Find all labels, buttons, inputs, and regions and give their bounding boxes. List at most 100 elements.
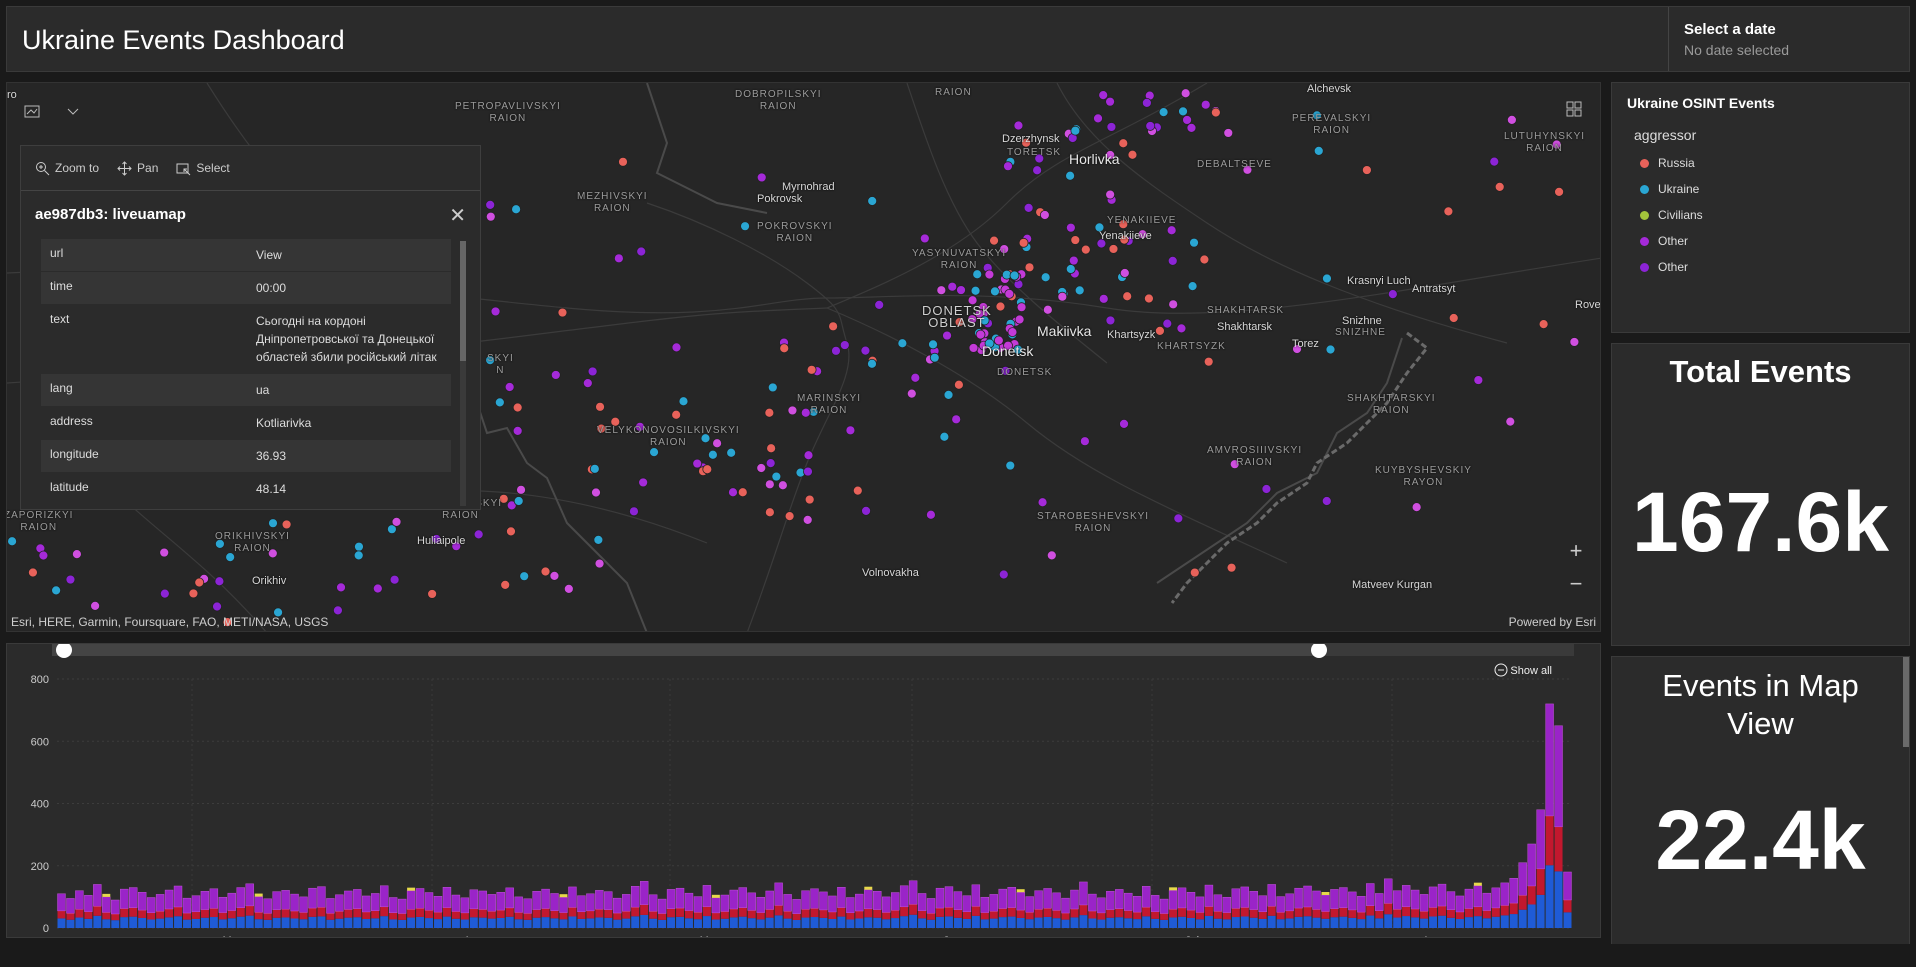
timeline-bar[interactable] (918, 910, 927, 919)
timeline-bar[interactable] (1079, 915, 1088, 928)
timeline-bar[interactable] (971, 915, 980, 928)
timeline-bar[interactable] (147, 919, 156, 928)
event-marker[interactable] (974, 308, 985, 319)
timeline-bar[interactable] (577, 895, 586, 913)
event-marker[interactable] (953, 379, 964, 390)
event-marker[interactable] (1021, 137, 1032, 148)
event-marker[interactable] (1118, 138, 1129, 149)
timeline-bar[interactable] (1142, 907, 1151, 917)
event-marker[interactable] (1057, 291, 1068, 302)
timeline-bar[interactable] (120, 888, 129, 909)
timeline-bar[interactable] (1267, 915, 1276, 928)
timeline-bar[interactable] (846, 912, 855, 920)
timeline-bar[interactable] (1142, 916, 1151, 928)
timeline-bar[interactable] (137, 892, 147, 911)
timeline-bar[interactable] (209, 908, 218, 918)
timeline-bar[interactable] (407, 909, 416, 918)
event-marker[interactable] (563, 583, 574, 594)
event-marker[interactable] (803, 450, 814, 461)
timeline-bar[interactable] (416, 916, 425, 928)
event-marker[interactable] (387, 524, 397, 535)
show-all-button[interactable]: Show all (1510, 665, 1552, 677)
timeline-bar[interactable] (1482, 918, 1491, 928)
event-marker[interactable] (803, 466, 813, 477)
timeline-bar[interactable] (487, 911, 496, 919)
timeline-bar[interactable] (586, 910, 595, 919)
timeline-bar[interactable] (1106, 891, 1115, 910)
timeline-bar[interactable] (191, 911, 200, 919)
timeline-bar[interactable] (944, 907, 953, 917)
timeline-bar-civilians[interactable] (407, 887, 416, 891)
timeline-bar[interactable] (505, 916, 514, 928)
timeline-bar[interactable] (156, 911, 165, 919)
event-marker[interactable] (678, 396, 689, 407)
timeline-bar[interactable] (774, 905, 783, 916)
timeline-bar[interactable] (1321, 894, 1330, 912)
event-marker[interactable] (636, 246, 647, 257)
event-marker[interactable] (431, 534, 442, 544)
timeline-bar[interactable] (1115, 917, 1124, 928)
timeline-bar[interactable] (362, 895, 371, 913)
timeline-bar[interactable] (1294, 908, 1303, 917)
event-marker[interactable] (593, 534, 604, 545)
timeline-bar[interactable] (416, 908, 425, 917)
timeline-bar[interactable] (451, 918, 460, 928)
event-marker[interactable] (1098, 293, 1109, 304)
timeline-bar[interactable] (1249, 909, 1258, 918)
zoom-out-icon[interactable] (1494, 663, 1508, 677)
timeline-bar[interactable] (1455, 919, 1464, 928)
timeline-bar[interactable] (693, 919, 702, 928)
timeline-bar[interactable] (299, 896, 308, 913)
timeline-bar[interactable] (909, 904, 918, 915)
event-marker[interactable] (485, 211, 496, 222)
timeline-bar[interactable] (774, 882, 783, 906)
event-marker[interactable] (372, 583, 383, 594)
timeline-bar[interactable] (1249, 917, 1258, 928)
event-marker[interactable] (1105, 315, 1116, 326)
event-marker[interactable] (635, 421, 645, 432)
timeline-bar[interactable] (604, 917, 613, 928)
event-marker[interactable] (618, 156, 628, 167)
timeline-bar[interactable] (980, 919, 989, 928)
timeline-bar[interactable] (1061, 919, 1070, 928)
event-marker[interactable] (764, 507, 775, 518)
select-button[interactable]: Select (176, 161, 230, 176)
timeline-bar[interactable] (272, 891, 281, 910)
timeline-bar[interactable] (658, 919, 667, 928)
timeline-bar[interactable] (156, 918, 165, 928)
event-marker[interactable] (519, 571, 530, 582)
timeline-bar[interactable] (944, 886, 954, 908)
event-marker[interactable] (1494, 181, 1505, 192)
event-marker[interactable] (1094, 222, 1105, 233)
event-marker[interactable] (860, 345, 871, 356)
timeline-bar[interactable] (936, 916, 944, 928)
event-marker[interactable] (550, 370, 561, 380)
timeline-bar[interactable] (1124, 892, 1133, 911)
timeline-bar[interactable] (1411, 917, 1420, 928)
timeline-bar[interactable] (720, 911, 729, 919)
timeline-bar[interactable] (595, 917, 604, 928)
event-marker[interactable] (1186, 122, 1197, 133)
event-marker[interactable] (613, 253, 624, 264)
timeline-bar[interactable] (595, 890, 604, 910)
timeline-bar[interactable] (900, 916, 909, 928)
timeline-bar[interactable] (227, 910, 236, 919)
timeline-bar[interactable] (1133, 912, 1142, 920)
timeline-bar[interactable] (1455, 895, 1465, 913)
timeline-bar[interactable] (1366, 915, 1375, 928)
timeline-bar[interactable] (1285, 918, 1294, 928)
timeline-bar[interactable] (111, 920, 120, 928)
timeline-bar[interactable] (523, 919, 532, 928)
timeline-bar[interactable] (469, 908, 478, 918)
timeline-bar[interactable] (998, 917, 1007, 928)
event-marker[interactable] (1118, 219, 1129, 230)
timeline-bar[interactable] (1545, 865, 1554, 928)
event-marker[interactable] (1166, 225, 1177, 236)
timeline-bar[interactable] (478, 909, 487, 918)
timeline-bar[interactable] (1393, 909, 1402, 918)
timeline-bar[interactable] (622, 918, 631, 928)
timeline-bar[interactable] (1438, 915, 1446, 928)
event-marker[interactable] (1105, 189, 1116, 200)
timeline-bar[interactable] (577, 911, 586, 919)
event-marker[interactable] (498, 493, 509, 504)
